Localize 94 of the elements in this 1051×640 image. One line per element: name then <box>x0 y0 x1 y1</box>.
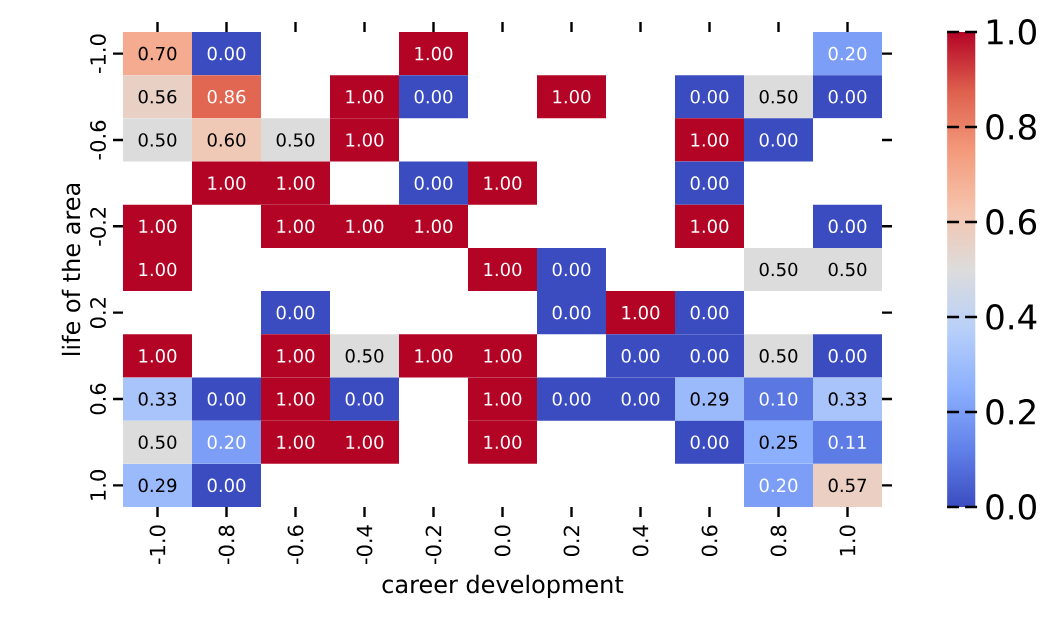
data-label: 0.00 <box>690 349 729 363</box>
data-label: 1.00 <box>277 349 315 363</box>
x-tick-label: -0.2 <box>425 526 442 564</box>
data-label: 0.11 <box>828 435 866 450</box>
data-label: 1.00 <box>622 305 660 320</box>
data-label: 0.50 <box>276 133 315 147</box>
data-label: 1.00 <box>691 133 729 147</box>
y-axis-title: life of the area <box>61 183 81 355</box>
color-bar-label: 0.8 <box>986 114 1036 140</box>
data-label: 1.00 <box>139 349 177 363</box>
x-tick-label: 0.2 <box>563 526 580 557</box>
data-label: 0.00 <box>621 392 660 406</box>
data-label: 0.00 <box>207 478 246 493</box>
data-label: 1.00 <box>139 262 177 277</box>
data-label: 0.50 <box>759 262 798 277</box>
data-label: 0.20 <box>759 478 798 493</box>
x-tick-label: -0.4 <box>356 525 373 564</box>
data-label: 0.00 <box>690 176 729 190</box>
data-label: 0.29 <box>138 478 177 493</box>
color-bar-label: 0.0 <box>986 494 1036 520</box>
color-bar-label: 0.2 <box>986 399 1035 425</box>
x-tick-label: 1.0 <box>839 525 856 556</box>
data-label: 1.00 <box>484 176 522 190</box>
data-label: 0.50 <box>828 262 867 277</box>
x-tick-label: 0.6 <box>701 525 718 557</box>
data-label: 0.50 <box>345 349 384 363</box>
y-tick-label: 1.0 <box>90 470 106 500</box>
x-tick-label: -0.8 <box>218 525 235 564</box>
data-label: 0.00 <box>414 176 453 190</box>
data-label: 0.20 <box>207 435 246 450</box>
data-label: 0.00 <box>690 435 729 450</box>
data-label: 0.00 <box>552 392 591 406</box>
data-label: 0.25 <box>759 435 797 450</box>
color-bar-label: 0.6 <box>986 209 1037 235</box>
data-label: 0.00 <box>552 262 591 277</box>
data-label: 0.20 <box>828 46 867 61</box>
data-label: 1.00 <box>691 219 729 234</box>
data-label: 0.60 <box>207 133 246 147</box>
data-label: 0.57 <box>828 478 866 493</box>
data-label: 1.00 <box>277 435 315 450</box>
data-label: 1.00 <box>415 46 453 61</box>
color-bar-label: 1.0 <box>987 19 1036 45</box>
x-tick-label: 0.0 <box>494 525 511 557</box>
data-label: 0.00 <box>828 89 867 104</box>
data-label: 0.00 <box>828 219 867 234</box>
data-label: 0.56 <box>138 89 177 104</box>
data-label: 1.00 <box>484 349 522 363</box>
y-tick-label: -1.0 <box>90 34 106 74</box>
data-label: 0.00 <box>414 89 453 104</box>
data-label: 0.33 <box>828 392 867 406</box>
data-label: 1.00 <box>346 89 384 104</box>
data-label: 0.00 <box>207 46 246 61</box>
data-label: 0.50 <box>759 89 798 104</box>
data-label: 1.00 <box>277 392 315 406</box>
y-tick-label: -0.6 <box>90 120 106 160</box>
data-label: 0.50 <box>138 133 177 147</box>
data-label: 1.00 <box>277 176 315 190</box>
x-tick-label: -0.6 <box>287 525 304 564</box>
data-label: 1.00 <box>346 219 384 234</box>
data-label: 0.00 <box>759 133 798 147</box>
data-label: 1.00 <box>208 176 246 190</box>
x-tick-label: 0.4 <box>632 525 649 557</box>
x-axis-title: career development <box>382 574 624 598</box>
data-label: 0.50 <box>138 435 177 450</box>
data-label: 0.00 <box>828 349 867 363</box>
data-label: 0.86 <box>207 89 246 104</box>
y-tick-label: -0.2 <box>90 207 106 246</box>
color-bar-label: 0.4 <box>986 304 1037 330</box>
data-label: 0.70 <box>138 46 177 61</box>
x-tick-label: 0.8 <box>770 525 787 557</box>
data-label: 0.00 <box>345 392 384 406</box>
data-label: 1.00 <box>484 435 522 450</box>
data-label: 0.00 <box>552 305 591 320</box>
data-label: 0.10 <box>759 392 798 406</box>
data-label: 0.33 <box>138 392 177 406</box>
data-label: 0.00 <box>690 305 729 320</box>
data-label: 1.00 <box>346 133 384 147</box>
data-label: 0.50 <box>759 349 798 363</box>
data-label: 1.00 <box>553 89 591 104</box>
x-tick-label: -1.0 <box>149 525 166 564</box>
data-label: 1.00 <box>484 262 522 277</box>
data-label: 1.00 <box>139 219 177 234</box>
data-label: 0.00 <box>276 305 315 320</box>
data-label: 1.00 <box>277 219 315 234</box>
data-label: 1.00 <box>484 392 522 406</box>
data-label: 0.00 <box>207 392 246 406</box>
y-tick-label: 0.2 <box>90 298 106 328</box>
y-tick-label: 0.6 <box>90 383 106 415</box>
data-label: 1.00 <box>415 349 453 363</box>
data-label: 1.00 <box>346 435 384 450</box>
data-label: 1.00 <box>415 219 453 234</box>
data-label: 0.29 <box>690 392 729 406</box>
data-label: 0.00 <box>690 89 729 104</box>
data-label: 0.00 <box>621 349 660 363</box>
